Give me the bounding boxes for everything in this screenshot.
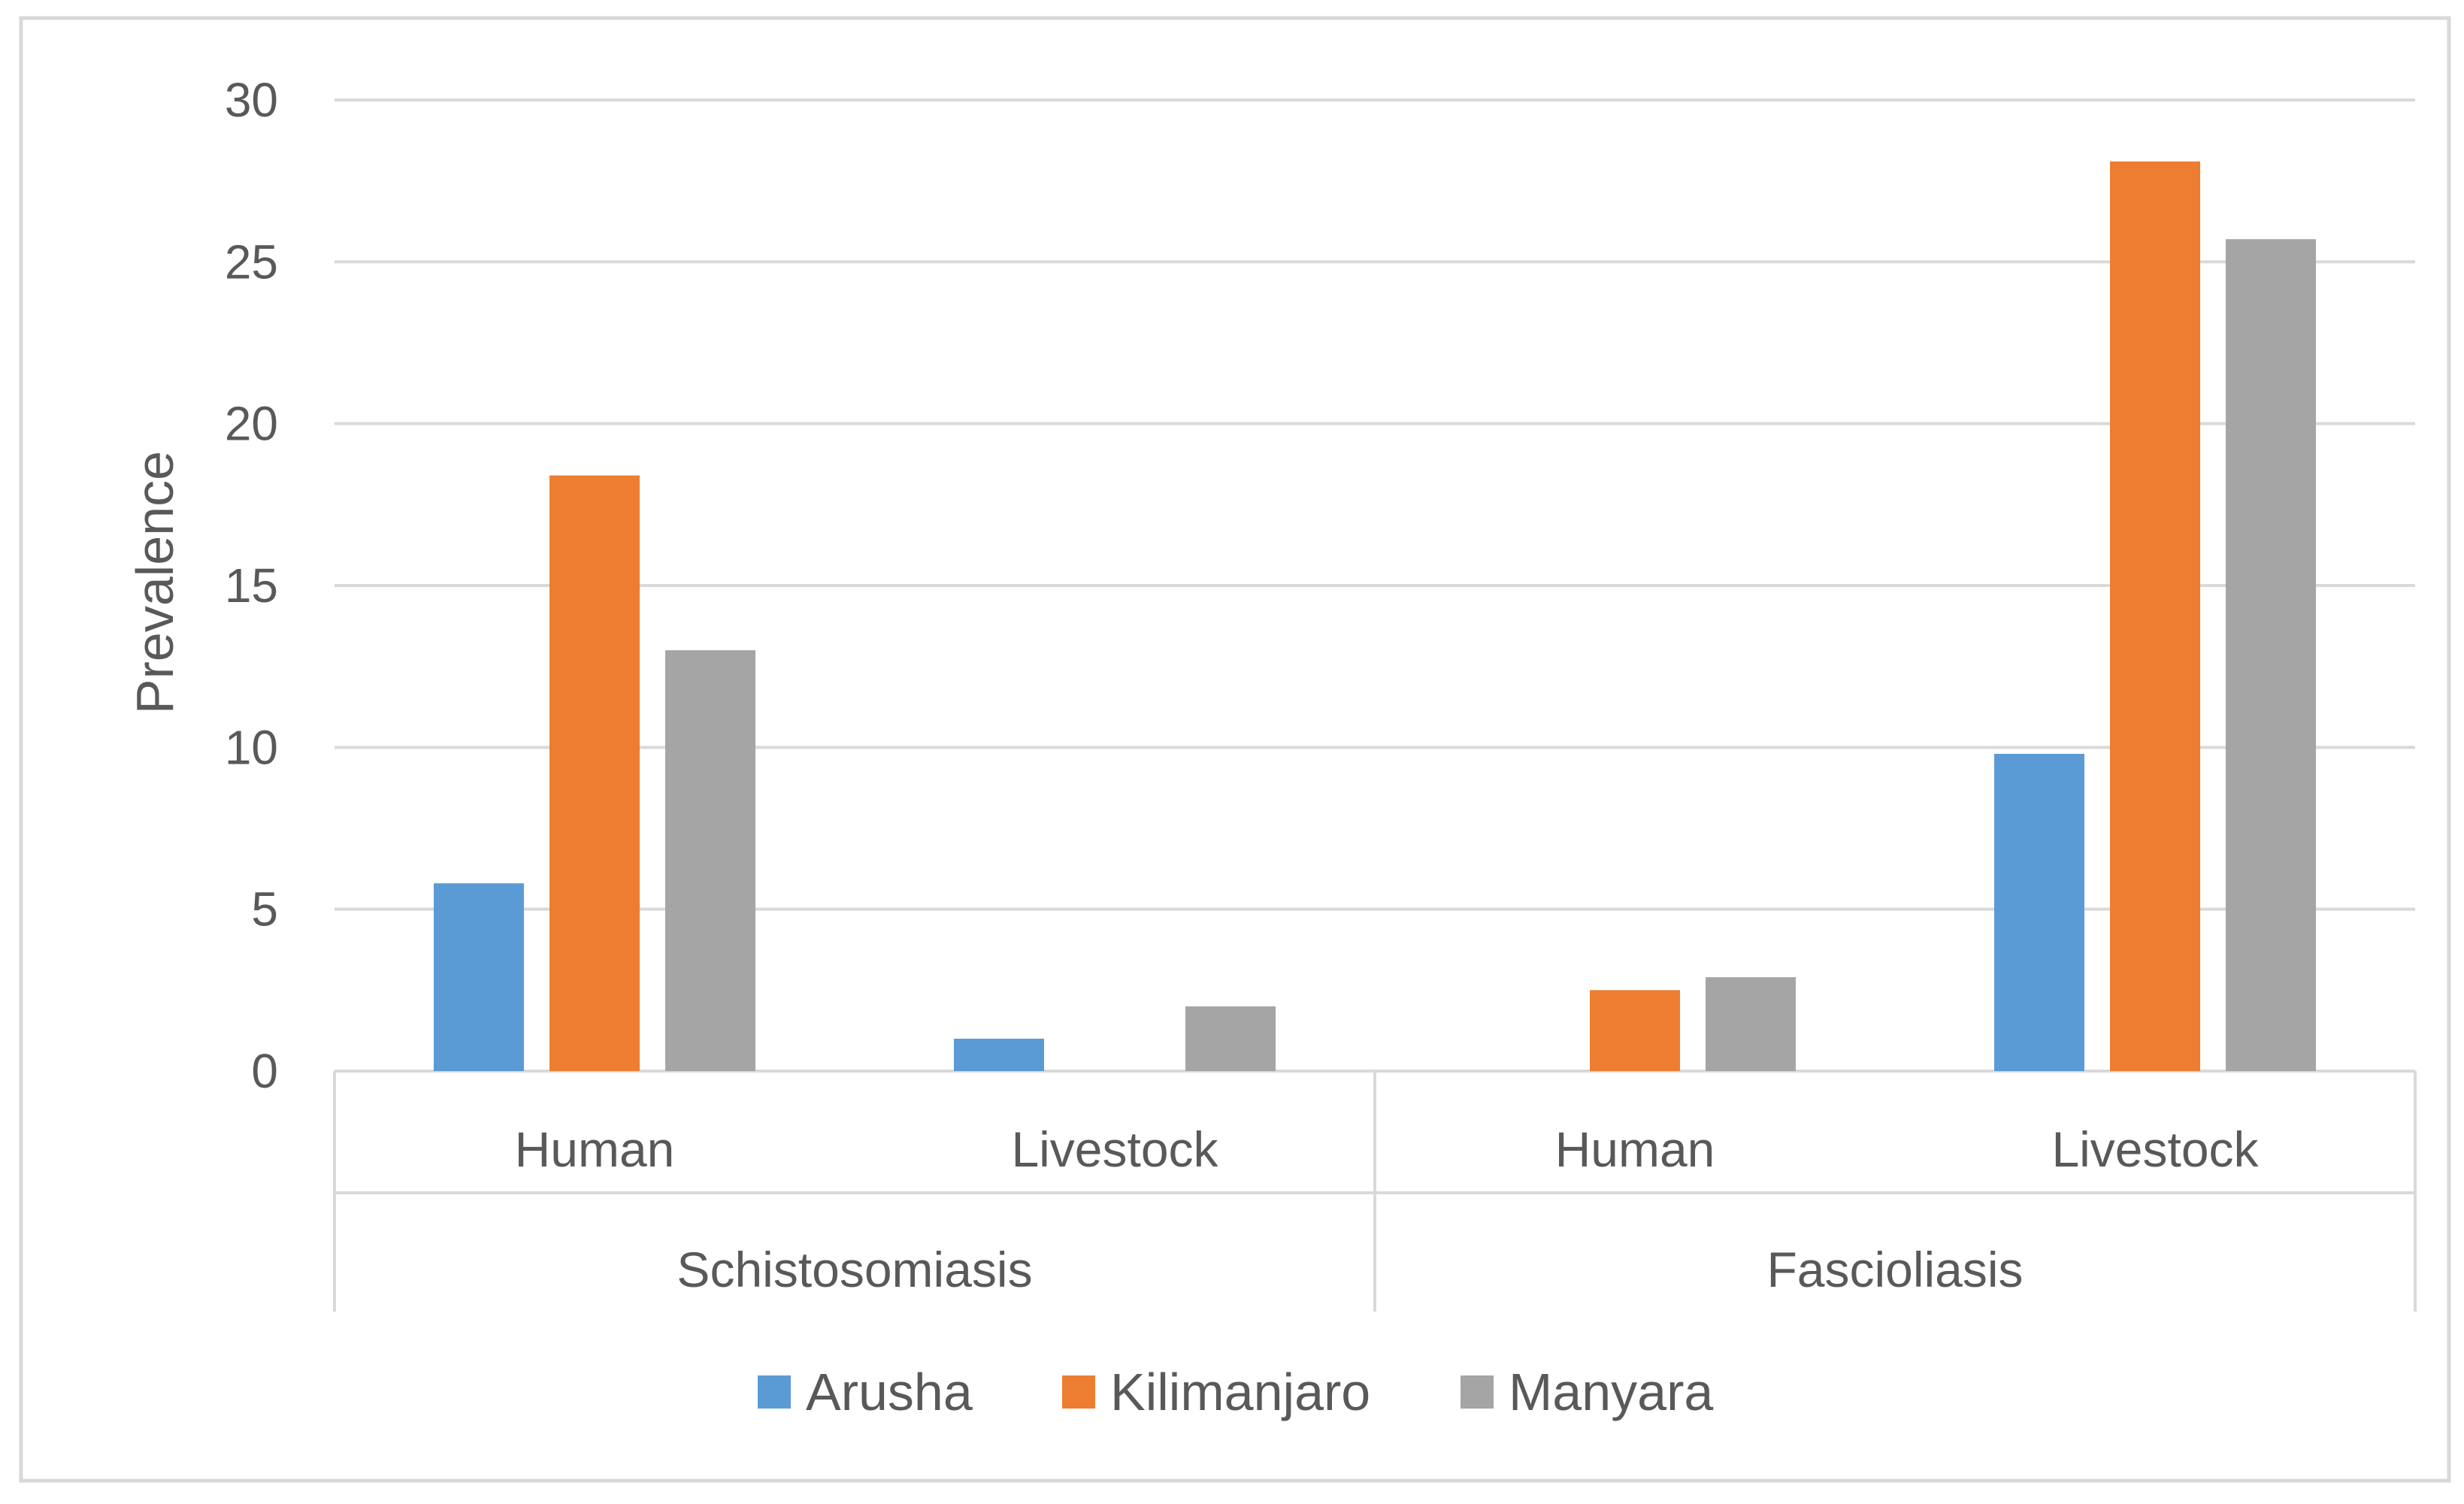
category-label: Livestock — [2051, 1121, 2259, 1177]
category-axis — [333, 1070, 2417, 1312]
bar-manyara — [665, 650, 755, 1071]
legend-swatch-manyara — [1461, 1375, 1494, 1409]
category-label: Human — [1555, 1121, 1715, 1177]
category-labels: Human Livestock Human Livestock — [515, 1121, 2260, 1177]
bar-arusha — [434, 883, 524, 1071]
bar-kilimanjaro — [2110, 161, 2200, 1071]
bar-manyara — [1706, 977, 1796, 1071]
legend-label: Manyara — [1509, 1363, 1713, 1421]
y-tick-label: 30 — [225, 73, 278, 127]
bar-manyara — [2226, 239, 2316, 1072]
y-tick-label: 15 — [225, 558, 278, 613]
gridlines — [334, 98, 2415, 911]
bar-arusha — [1994, 753, 2084, 1071]
legend-label: Kilimanjaro — [1110, 1363, 1370, 1421]
legend: Arusha Kilimanjaro Manyara — [758, 1363, 1713, 1421]
legend-swatch-arusha — [758, 1375, 791, 1409]
y-axis-ticks: 0 5 10 15 20 25 30 — [225, 73, 278, 1098]
bar-kilimanjaro — [1590, 990, 1680, 1071]
bar-kilimanjaro — [549, 475, 640, 1071]
legend-label: Arusha — [806, 1363, 973, 1421]
bar-manyara — [1185, 1006, 1276, 1071]
legend-swatch-kilimanjaro — [1062, 1375, 1095, 1409]
group-label: Fascioliasis — [1766, 1242, 2023, 1297]
y-tick-label: 5 — [251, 882, 278, 937]
y-tick-label: 0 — [251, 1044, 278, 1098]
y-axis-title: Prevalence — [126, 451, 184, 714]
y-tick-label: 20 — [225, 397, 278, 451]
bars — [434, 161, 2316, 1072]
y-tick-label: 10 — [225, 720, 278, 774]
group-labels: Schistosomiasis Fascioliasis — [677, 1242, 2023, 1297]
category-label: Human — [515, 1121, 675, 1177]
group-label: Schistosomiasis — [677, 1242, 1032, 1297]
bar-arusha — [954, 1038, 1044, 1071]
chart-border — [19, 16, 2451, 1483]
category-label: Livestock — [1011, 1121, 1218, 1177]
y-tick-label: 25 — [225, 235, 278, 289]
